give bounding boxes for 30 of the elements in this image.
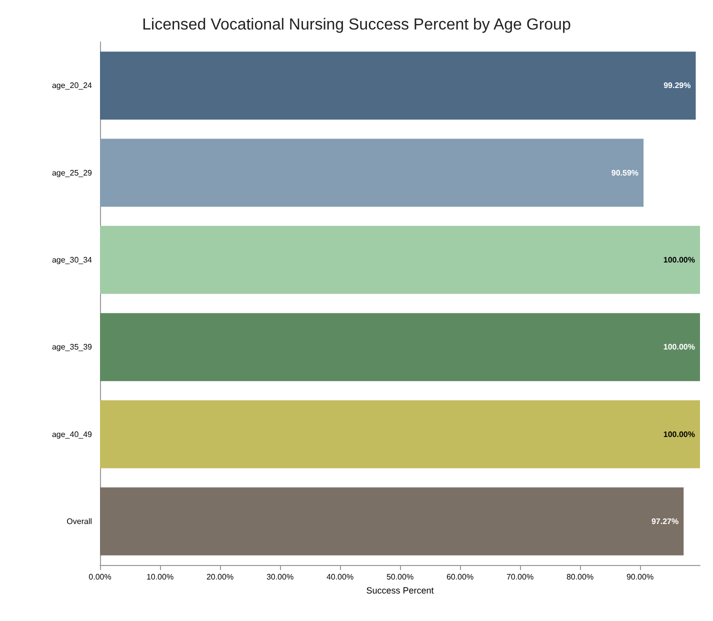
x-tick-label: 90.00% — [626, 572, 654, 582]
x-tick-label: 30.00% — [266, 572, 294, 582]
data-label: 100.00% — [663, 430, 695, 439]
y-tick-label: age_40_49 — [52, 430, 93, 439]
x-tick-label: 60.00% — [446, 572, 474, 582]
bar — [100, 487, 684, 556]
data-label: 90.59% — [611, 168, 639, 178]
x-tick-label: 0.00% — [88, 572, 112, 582]
x-axis-title: Success Percent — [366, 585, 434, 596]
chart-title: Licensed Vocational Nursing Success Percent by Age Group — [142, 16, 571, 34]
x-tick-label: 10.00% — [146, 572, 174, 582]
x-tick-label: 40.00% — [326, 572, 354, 582]
y-tick-label: Overall — [66, 516, 92, 526]
y-tick-label: age_25_29 — [52, 168, 93, 178]
y-tick-label: age_20_24 — [52, 81, 93, 90]
x-tick-label: 80.00% — [566, 572, 594, 582]
bar — [100, 226, 700, 294]
bar — [100, 313, 700, 382]
y-tick-label: age_30_34 — [52, 255, 93, 264]
data-label: 100.00% — [663, 255, 695, 264]
bar — [100, 400, 700, 468]
bar — [100, 52, 696, 120]
bar — [100, 138, 644, 207]
y-tick-label: age_35_39 — [52, 342, 93, 352]
x-tick-label: 50.00% — [386, 572, 414, 582]
data-label: 97.27% — [651, 516, 679, 526]
data-label: 99.29% — [664, 81, 691, 90]
x-tick-label: 70.00% — [506, 572, 534, 582]
data-label: 100.00% — [663, 342, 695, 352]
x-tick-label: 20.00% — [206, 572, 234, 582]
